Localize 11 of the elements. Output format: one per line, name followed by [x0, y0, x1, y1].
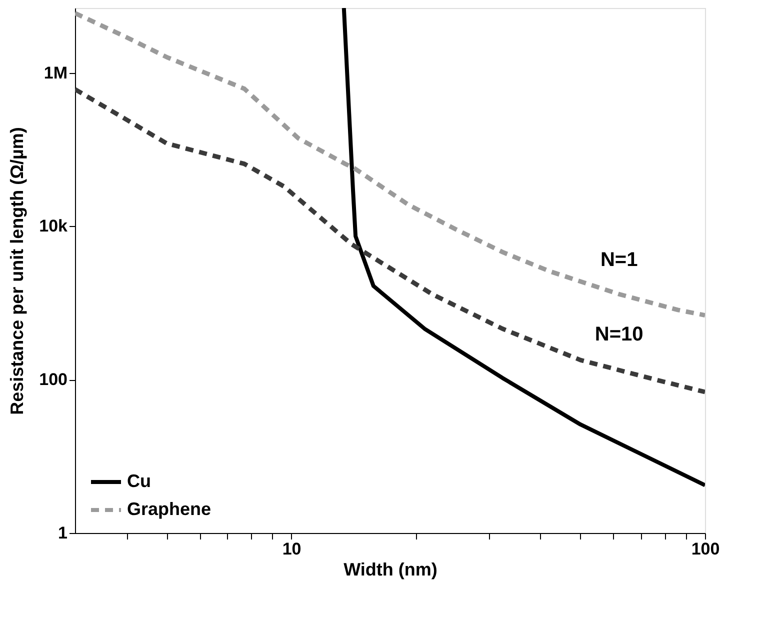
annotation: N=1	[600, 249, 638, 272]
annotation: N=10	[594, 323, 644, 346]
x-axis-title: Width (nm)	[344, 560, 438, 580]
legend-label: Graphene	[127, 499, 212, 519]
legend-label: Cu	[127, 471, 151, 491]
y-axis-title: Resistance per unit length (Ω/µm)	[7, 127, 28, 415]
y-tick-label: 1M	[44, 63, 68, 82]
y-tick-label: 1	[58, 524, 68, 542]
x-tick-label: 10	[282, 540, 302, 558]
y-tick-label: 10k	[39, 216, 68, 236]
y-tick-label: 100	[39, 370, 68, 390]
